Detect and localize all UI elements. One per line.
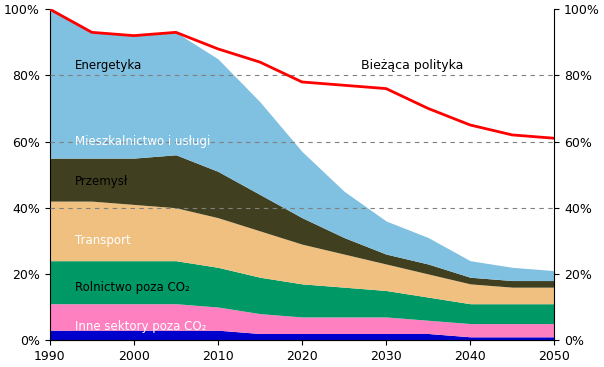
Text: Inne sektory poza CO₂: Inne sektory poza CO₂	[75, 320, 207, 333]
Text: Mieszkalnictwo i usługi: Mieszkalnictwo i usługi	[75, 135, 210, 148]
Text: Przemysł: Przemysł	[75, 175, 128, 188]
Text: Transport: Transport	[75, 234, 130, 247]
Text: Bieżąca polityka: Bieżąca polityka	[361, 59, 463, 72]
Text: Energetyka: Energetyka	[75, 59, 142, 72]
Text: Rolnictwo poza CO₂: Rolnictwo poza CO₂	[75, 281, 190, 294]
